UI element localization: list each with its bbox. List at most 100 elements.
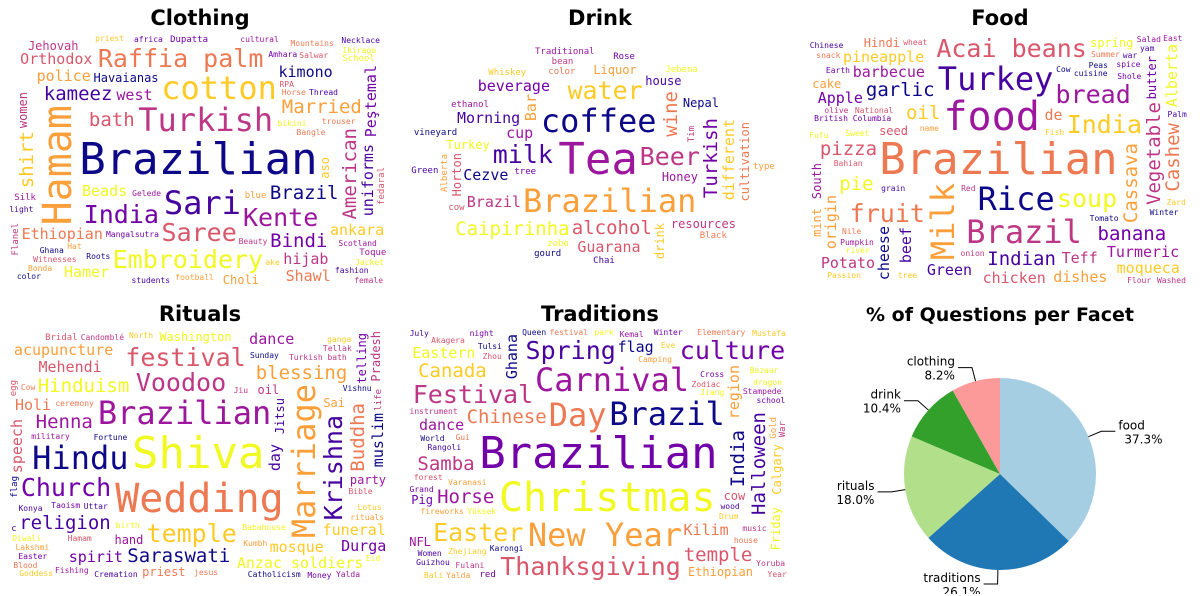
cloud-word: trouser	[321, 117, 356, 127]
cloud-word: war	[1122, 50, 1138, 60]
cloud-word: Samba	[417, 452, 475, 475]
cloud-word: Brazilian	[79, 134, 318, 186]
cloud-word: mosque	[269, 538, 324, 557]
cloud-word: Milk	[924, 183, 963, 261]
cloud-word: military	[31, 432, 70, 442]
cloud-word: Tellak	[322, 343, 352, 353]
cloud-word: jesus	[194, 568, 219, 578]
cloud-word: Brazilian	[522, 182, 697, 221]
cloud-word: Krishna	[319, 414, 349, 521]
cloud-word: Sari	[163, 183, 241, 222]
cloud-word: Alberta	[1162, 44, 1181, 108]
cloud-word: Canada	[418, 360, 487, 383]
cloud-word: zobo	[547, 238, 569, 249]
cloud-word: blessing	[255, 361, 348, 384]
cloud-word: Thread	[309, 87, 338, 97]
cloud-word: Gui	[455, 433, 470, 443]
pie-value-label: 8.2%	[924, 369, 955, 383]
pie-slice-traditions	[928, 474, 1069, 570]
cloud-word: acupuncture	[13, 341, 114, 360]
cloud-word: Fulani	[455, 560, 485, 570]
cloud-word: July	[409, 328, 429, 338]
cloud-word: Pig	[411, 492, 433, 507]
cloud-word: Palm	[1167, 110, 1187, 120]
cloud-word: Easter	[433, 517, 524, 547]
cloud-word: Bazaar	[749, 365, 779, 375]
cloud-word: egg	[8, 379, 19, 396]
cloud-word: East	[1163, 34, 1183, 44]
cloud-word: Hat	[67, 242, 82, 252]
cloud-word: Cow	[1056, 64, 1071, 74]
cloud-word: Eid	[365, 554, 381, 563]
cloud-word: Turkish	[138, 101, 274, 140]
cloud-word: Catholicism	[247, 570, 301, 580]
cloud-word: Kilim	[683, 520, 729, 539]
cloud-word: moqueca	[1116, 259, 1180, 278]
cloud-word: Acai beans	[936, 34, 1087, 64]
cloud-word: dance	[418, 415, 465, 434]
cloud-word: Grand	[409, 484, 434, 494]
cloud-word: Horse	[281, 88, 306, 98]
cloud-word: Hamer	[64, 263, 110, 282]
cloud-word: bean	[551, 57, 574, 68]
cloud-word: Bible	[348, 486, 373, 496]
cloud-word: Hamam	[67, 534, 92, 544]
cloud-word: party	[349, 473, 387, 488]
cloud-word: chicken	[982, 268, 1046, 287]
pie-value-label: 18.0%	[836, 493, 874, 507]
cloud-word: Apple	[817, 89, 863, 108]
cloud-word: park	[594, 328, 614, 338]
cloud-word: Bonda	[28, 263, 53, 273]
cloud-word: flag	[10, 475, 21, 498]
cloud-word: Flour	[1127, 276, 1152, 286]
cloud-word: speech	[8, 418, 26, 473]
cloud-word: Zhejiang	[448, 546, 487, 556]
cloud-word: origin	[822, 194, 841, 249]
cloud-word: Beads	[81, 181, 128, 200]
cloud-word: Vegetable	[1142, 102, 1165, 205]
cloud-word: NFL	[409, 535, 431, 550]
cloud-word: Festival	[412, 380, 534, 410]
cloud-word: de	[1044, 106, 1063, 125]
cloud-word: tree	[897, 270, 918, 280]
pie-label: traditions	[923, 571, 980, 585]
cloud-word: festival	[549, 328, 588, 338]
cloud-word: Raffia palm	[97, 43, 264, 73]
cloud-word: Shawl	[285, 267, 331, 286]
cloud-word: Rice	[977, 180, 1055, 219]
cloud-word: bikini	[277, 119, 307, 129]
cloud-word: fruit	[849, 198, 925, 228]
cloud-word: africa	[133, 34, 163, 44]
drink-title: Drink	[568, 6, 632, 30]
cloud-word: Babahouse	[242, 522, 286, 532]
cloud-word: Winter	[1149, 207, 1179, 217]
cloud-word: aso	[317, 156, 332, 179]
cloud-word: Morning	[457, 108, 521, 127]
cloud-word: Anzac soldiers	[236, 553, 364, 572]
cloud-word: Fufu	[809, 130, 829, 140]
cloud-word: Orthodox	[20, 50, 93, 69]
cloud-word: Hindi	[863, 35, 900, 50]
cloud-word: oil	[257, 383, 280, 398]
pie-leader-line	[983, 569, 999, 585]
cloud-word: kameez	[43, 83, 113, 106]
cloud-word: Horse	[437, 486, 495, 509]
cloud-word: Bali	[423, 570, 444, 580]
cloud-word: Turkish bath	[288, 353, 347, 363]
cloud-word: Bar	[522, 94, 541, 122]
cloud-word: British Columbia	[814, 114, 892, 124]
pie-label: drink	[870, 388, 900, 402]
pie-slice-food	[1000, 378, 1096, 542]
cloud-word: cultural	[240, 35, 279, 45]
pie-value-label: 37.3%	[1124, 432, 1162, 446]
cloud-word: Yoruba	[756, 558, 786, 568]
cloud-word: night	[469, 328, 494, 338]
cloud-word: rituals	[350, 513, 385, 523]
drink-word-cloud: Tea coffee Brazilian Beer milk water alcohol Tu…	[408, 34, 790, 287]
pie-slice-drink	[911, 390, 1000, 474]
cloud-word: ethanol	[451, 99, 489, 110]
cloud-word: snack	[816, 50, 841, 60]
cloud-word: Cashew	[1162, 122, 1185, 192]
cloud-word: Flanel	[10, 223, 21, 256]
cloud-word: cake	[812, 76, 842, 91]
